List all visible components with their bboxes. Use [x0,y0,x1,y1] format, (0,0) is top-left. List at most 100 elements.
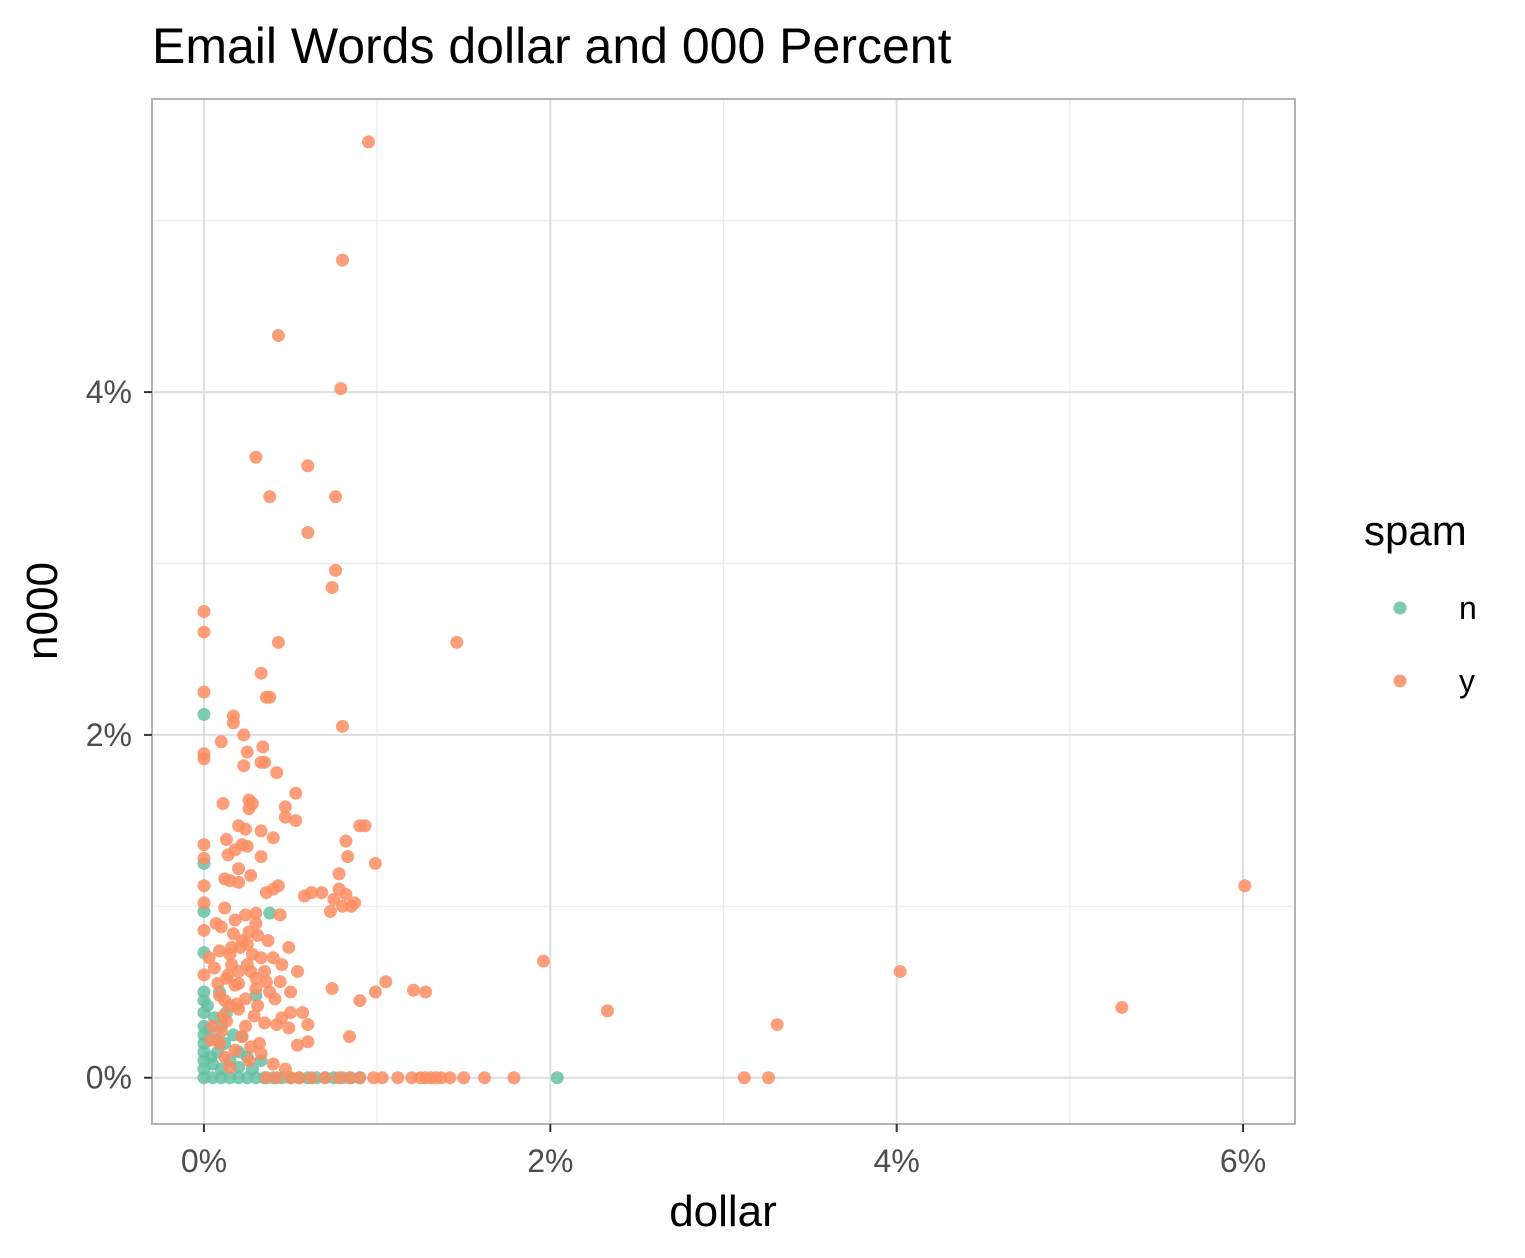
data-point-y [290,1038,304,1052]
data-point-y [213,1036,227,1050]
data-points [197,135,1252,1085]
data-point-y [240,745,254,759]
data-point-y [197,968,211,982]
data-point-y [237,759,251,773]
data-point-y [218,1050,232,1064]
data-point-y [600,1004,614,1018]
data-point-y [218,994,232,1008]
data-point-y [334,382,348,396]
data-point-y [254,666,268,680]
data-point-y [341,850,355,864]
legend-label-n: n [1459,590,1477,626]
data-point-y [228,1043,242,1057]
data-point-y [232,964,246,978]
data-point-y [254,824,268,838]
data-point-y [270,1018,284,1032]
data-point-y [289,786,303,800]
data-point-y [242,802,256,816]
data-point-y [344,899,358,913]
legend-key-n [1393,601,1407,615]
data-point-y [259,975,273,989]
data-point-y [407,983,421,997]
data-point-y [329,490,343,504]
data-point-y [770,1018,784,1032]
legend-key-y [1393,674,1407,688]
data-point-y [478,1071,492,1085]
data-point-y [762,1071,776,1085]
data-point-y [244,1040,258,1054]
data-point-y [197,879,211,893]
data-point-y [223,1060,237,1074]
chart-title: Email Words dollar and 000 Percent [152,18,952,74]
data-point-y [239,822,253,836]
data-point-y [230,997,244,1011]
x-tick-label: 6% [1220,1143,1266,1179]
data-point-y [261,934,275,948]
data-point-y [258,964,272,978]
data-point-y [315,886,329,900]
data-point-y [244,868,258,882]
data-point-y [239,908,253,922]
data-point-y [249,906,263,920]
data-point-y [270,766,284,780]
x-tick-label: 0% [181,1143,227,1179]
data-point-y [339,834,353,848]
data-point-y [247,1009,261,1023]
data-point-y [197,752,211,766]
data-point-y [266,831,280,845]
data-point-y [202,951,216,965]
data-point-y [221,968,235,982]
x-tick-label: 2% [527,1143,573,1179]
data-point-y [893,964,907,978]
data-point-y [336,719,349,733]
data-point-y [336,253,349,267]
data-point-y [301,526,315,540]
x-tick-label: 4% [874,1143,920,1179]
data-point-y [221,848,235,862]
data-point-y [226,927,240,941]
x-axis-title: dollar [669,1187,777,1236]
data-point-y [342,1030,356,1044]
data-point-y [368,985,382,999]
data-point-y [278,800,292,814]
data-point-y [218,901,232,915]
data-point-y [207,961,221,975]
data-point-y [258,755,272,769]
y-tick-label: 2% [86,717,132,753]
data-point-y [235,1030,249,1044]
data-point-y [278,810,292,824]
data-point-y [289,814,303,828]
data-point-n [200,999,214,1013]
legend: ny [1393,590,1477,699]
data-point-y [327,892,341,906]
data-point-y [259,1071,273,1085]
data-point-y [737,1071,751,1085]
data-point-y [256,740,270,754]
data-point-y [232,875,246,889]
data-point-y [296,1006,310,1020]
legend-label-y: y [1459,663,1475,699]
data-point-y [228,913,242,927]
data-point-y [282,1021,296,1035]
data-point-y [379,975,393,989]
data-point-y [249,450,263,464]
y-tick-label: 0% [86,1060,132,1096]
data-point-y [225,940,239,954]
data-point-y [450,635,464,649]
data-point-y [242,1054,256,1068]
data-point-y [197,838,211,852]
data-point-y [301,1018,315,1032]
data-point-y [282,940,296,954]
data-point-y [249,982,263,996]
data-point-y [232,976,246,990]
data-point-y [197,625,211,639]
data-point-y [361,135,375,149]
data-point-y [263,985,277,999]
data-point-y [457,1071,471,1085]
legend-title: spam [1364,507,1467,554]
y-tick-label: 4% [86,374,132,410]
data-point-y [507,1071,521,1085]
data-point-y [216,796,230,810]
data-point-y [329,563,343,577]
data-point-y [237,728,251,742]
